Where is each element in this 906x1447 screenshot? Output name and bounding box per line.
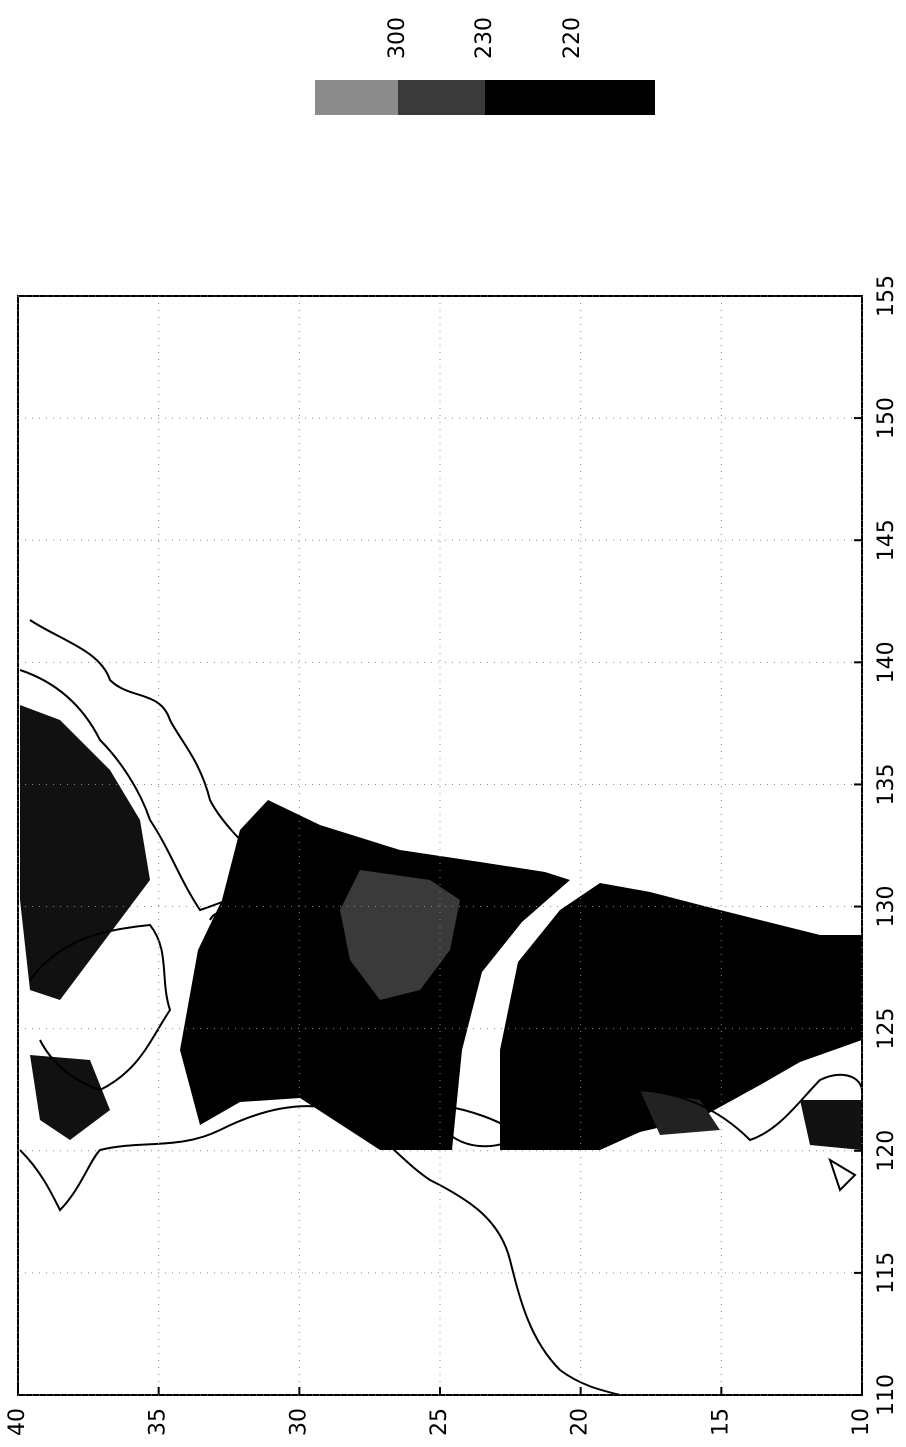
- field-region: [20, 705, 150, 1000]
- lon-tick-label: 150: [874, 397, 899, 439]
- map-frame: [18, 296, 862, 1395]
- colorbar-label: 300: [385, 17, 410, 59]
- lon-tick-label: 120: [874, 1130, 899, 1172]
- lat-tick-label: 15: [708, 1408, 733, 1436]
- colorbar-label: 220: [560, 17, 585, 59]
- lat-tick-label: 20: [568, 1408, 593, 1436]
- colorbar-segment: [315, 80, 398, 115]
- lon-tick-label: 110: [874, 1374, 899, 1416]
- lat-tick-label: 10: [849, 1408, 874, 1436]
- colorbar-label: 230: [472, 17, 497, 59]
- lon-tick-label: 115: [874, 1252, 899, 1294]
- coastline: [830, 1160, 855, 1190]
- lon-tick-label: 130: [874, 886, 899, 928]
- lat-tick-label: 40: [5, 1408, 30, 1436]
- field-region: [800, 1100, 862, 1150]
- lat-tick-label: 25: [427, 1408, 452, 1436]
- lon-tick-label: 155: [874, 275, 899, 317]
- lon-tick-label: 140: [874, 641, 899, 683]
- lon-tick-label: 135: [874, 763, 899, 805]
- colorbar-segment: [398, 80, 485, 115]
- colorbar-segment: [485, 80, 655, 115]
- map-figure: 40 35 30 25 20 15 10110 115 120 125 130 135 140 145 15…: [0, 0, 906, 1447]
- lat-tick-label: 35: [146, 1408, 171, 1436]
- lat-tick-label: 30: [286, 1408, 311, 1436]
- data-field: [20, 705, 862, 1150]
- lon-tick-label: 125: [874, 1008, 899, 1050]
- lon-tick-label: 145: [874, 519, 899, 561]
- field-region: [30, 1055, 110, 1140]
